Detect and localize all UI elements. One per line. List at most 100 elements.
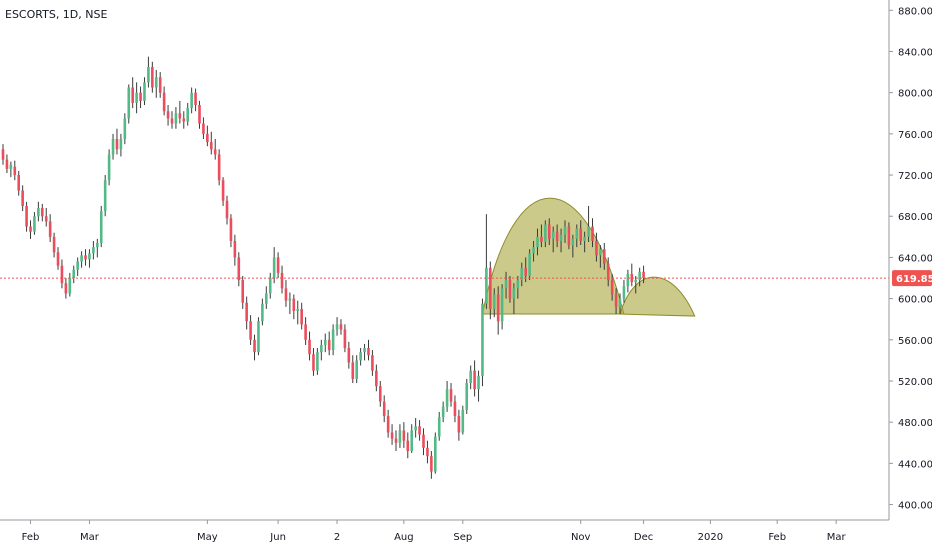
candle-body <box>343 329 347 349</box>
candle-body <box>638 271 641 281</box>
candle-body <box>206 133 209 143</box>
candle <box>544 220 547 248</box>
candle <box>567 222 571 250</box>
candle-body <box>166 111 170 119</box>
candle <box>500 284 504 330</box>
candle <box>29 220 32 239</box>
candle-body <box>272 257 276 279</box>
candle <box>540 224 543 248</box>
candle-body <box>237 257 241 281</box>
candle <box>606 257 610 287</box>
x-tick-label: Mar <box>80 532 100 543</box>
candle-body <box>547 224 551 239</box>
candle <box>386 409 390 438</box>
candle-body <box>378 386 382 402</box>
candle <box>316 348 319 375</box>
candle <box>575 224 579 248</box>
candle <box>449 383 453 407</box>
candle <box>445 380 449 412</box>
candle <box>72 265 76 284</box>
x-tick-label: Aug <box>394 532 414 543</box>
candle <box>162 86 166 116</box>
candle-body <box>241 280 245 303</box>
candle-body <box>296 308 300 311</box>
candle-body <box>84 255 87 260</box>
candle-body <box>33 216 36 232</box>
candle-body <box>44 216 48 222</box>
candle <box>217 149 221 186</box>
candle <box>202 117 205 140</box>
candle <box>437 411 441 441</box>
candle <box>320 339 323 361</box>
candle <box>268 272 272 299</box>
candle-body <box>80 255 83 262</box>
candle-body <box>127 87 131 119</box>
candle <box>371 350 374 376</box>
candle-body <box>386 416 390 433</box>
candle-body <box>418 426 421 435</box>
candle <box>123 113 127 145</box>
candle-body <box>76 261 79 270</box>
candle-body <box>257 321 260 353</box>
candle-body <box>591 226 594 241</box>
candle <box>139 86 142 109</box>
candle-body <box>253 339 256 353</box>
candle-body <box>524 267 527 276</box>
candle-body <box>162 92 166 112</box>
candle-body <box>300 308 303 325</box>
candle-body <box>68 278 72 294</box>
candle-body <box>642 271 645 279</box>
candle-body <box>64 283 68 294</box>
candle-body <box>492 294 496 309</box>
candle-body <box>170 118 174 124</box>
candles <box>1 56 645 479</box>
candle <box>355 355 358 384</box>
candle-body <box>25 205 28 227</box>
candle-body <box>229 218 233 241</box>
candle-body <box>551 231 555 239</box>
candle <box>25 201 28 232</box>
candle-body <box>485 267 488 304</box>
x-tick-label: 2020 <box>698 532 723 543</box>
candle-body <box>634 280 638 283</box>
candle <box>245 296 248 330</box>
candle <box>492 288 496 318</box>
candle <box>327 331 331 356</box>
candle-body <box>516 280 520 289</box>
candle-body <box>92 247 95 254</box>
candle <box>76 257 79 276</box>
candle-body <box>508 280 512 299</box>
candle <box>84 249 87 266</box>
candle <box>233 234 237 266</box>
candle-body <box>622 286 626 299</box>
candle-body <box>355 360 358 379</box>
candle-body <box>56 252 60 266</box>
candle-body <box>308 339 311 355</box>
candle-body <box>477 375 480 390</box>
candle-body <box>610 280 614 295</box>
candle <box>618 293 622 315</box>
x-tick-label: May <box>197 532 218 543</box>
candle-body <box>48 221 52 237</box>
candle <box>587 205 590 242</box>
candle <box>642 265 645 284</box>
candle-body <box>186 108 190 122</box>
candle-body <box>158 77 162 93</box>
x-tick-label: 2 <box>334 532 340 543</box>
candle <box>473 360 476 397</box>
candle <box>504 271 508 299</box>
candle <box>595 232 598 262</box>
y-tick-label: 720.00 <box>898 171 932 182</box>
candle <box>457 409 461 441</box>
candle-body <box>347 348 351 363</box>
candle-body <box>249 321 252 340</box>
candle <box>276 252 280 279</box>
chart-title: ESCORTS, 1D, NSE <box>5 8 108 21</box>
candle-body <box>583 236 586 241</box>
candle <box>119 133 123 157</box>
candle-body <box>151 66 154 88</box>
price-axis: 880.00 840.00 800.00 760.00 720.00 680.00 640.… <box>889 6 932 512</box>
candle-body <box>265 293 268 304</box>
candle-body <box>107 154 111 181</box>
